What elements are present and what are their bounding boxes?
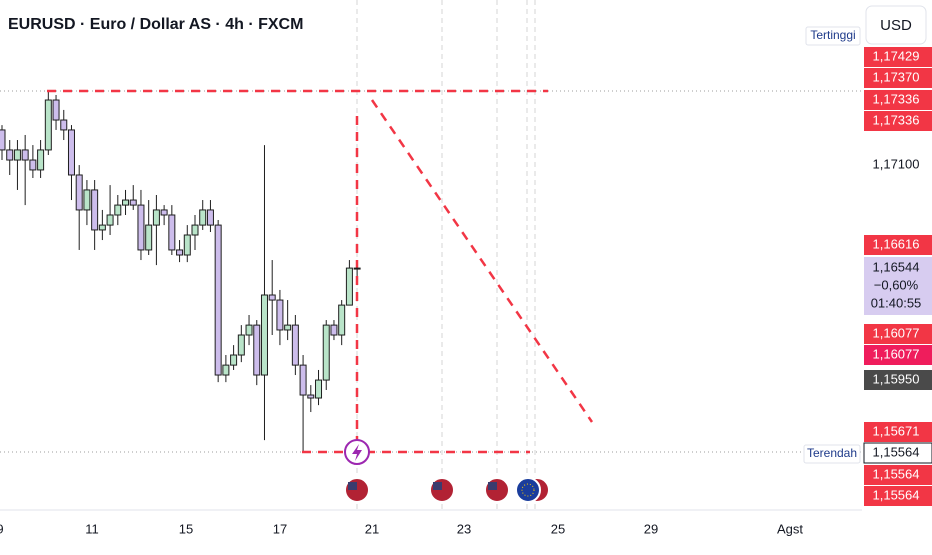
candle-body [299,364,307,396]
candle-body [52,99,60,121]
x-tick-label: 21 [365,521,379,536]
chart-title: EURUSD · Euro / Dollar AS · 4h · FXCM [8,16,303,33]
x-tick-label: 29 [644,521,658,536]
candle-body [91,189,99,231]
price-badge [864,47,932,67]
price-badge-label: 1,16077 [873,346,920,361]
price-badge [863,442,932,464]
candle-body [114,204,122,216]
candle-body [260,294,268,376]
candle-body [67,129,75,176]
candle-body [75,174,83,211]
x-tick-label: 17 [273,521,287,536]
candle-body [129,199,137,206]
candle-body [268,294,276,301]
candle-body [276,299,284,331]
price-badge-label: 1,16616 [873,236,920,251]
candle-body [291,324,299,366]
price-badge-label: 1,17370 [873,69,920,84]
candle-body [168,214,176,251]
candle-body [284,324,292,331]
candle-body [183,234,191,256]
currency[interactable]: USD [880,17,912,34]
price-badge [864,324,932,344]
price-badge [864,422,932,442]
price-badge [864,486,932,506]
candle-body [237,334,245,356]
candle-body [98,224,106,231]
candle-body [122,199,130,206]
candle-body [253,324,261,376]
price-badge [864,345,932,365]
candle-body [338,304,346,336]
price-badge-label: 1,17336 [873,112,920,127]
x-tick-label: 11 [85,521,99,536]
candle-body [44,99,52,151]
current-price: 1,16544 [873,259,920,274]
y-tick-label: 1,17100 [873,157,920,172]
price-badge-label: 1,15564 [873,444,920,459]
candle-body [37,149,45,171]
candle-body [322,324,330,381]
price-badge-label: 1,16077 [873,325,920,340]
x-tick-label: 25 [551,521,565,536]
price-badge [864,111,932,131]
price-badge-label: 1,15564 [873,487,920,502]
high-label: Tertinggi [810,28,855,42]
event-icons [344,439,550,503]
candle-body [106,214,114,226]
price-change: −0,60% [874,277,919,292]
price-badge-label: 1,17336 [873,91,920,106]
price-badge [864,68,932,88]
candle-body [199,209,207,226]
currency-box[interactable] [865,5,927,45]
candle-body [29,159,37,171]
price-badge [864,370,932,390]
low-label-box [803,444,861,464]
low-label: Terendah [807,446,857,460]
price-badge-label: 1,15950 [873,371,920,386]
candle-body [315,379,323,399]
candle-body [222,364,230,376]
candle-body [0,129,6,151]
candle-body [214,224,222,376]
x-tick-label: 23 [457,521,471,536]
candle-body [152,209,160,226]
high-label-box [805,26,861,46]
candle-body [206,209,214,226]
x-tick-label: 9 [0,521,4,536]
candle-body [137,204,145,251]
drawings [47,89,594,454]
candle-body [176,249,184,256]
price-badge [864,235,932,255]
candle-body [191,224,199,236]
candle-body [330,324,338,336]
candle-body [145,224,153,251]
candle-body [353,267,361,270]
candle-body [307,394,315,399]
candle-body [83,189,91,211]
candle-body [21,149,29,161]
current-price-box [864,257,932,315]
price-badge-label: 1,15671 [873,423,920,438]
candle-body [345,267,353,306]
price-badge-label: 1,17429 [873,48,920,63]
x-tick-label: Agst [777,521,803,536]
candle-body [6,149,14,161]
candle-body [13,149,21,161]
countdown: 01:40:55 [871,295,922,310]
candle-body [60,119,68,131]
candle-body [245,324,253,336]
price-badge-label: 1,15564 [873,466,920,481]
price-badge [864,465,932,485]
candle-body [230,354,238,366]
x-tick-label: 15 [179,521,193,536]
price-badge [864,90,932,110]
candle-body [160,209,168,216]
